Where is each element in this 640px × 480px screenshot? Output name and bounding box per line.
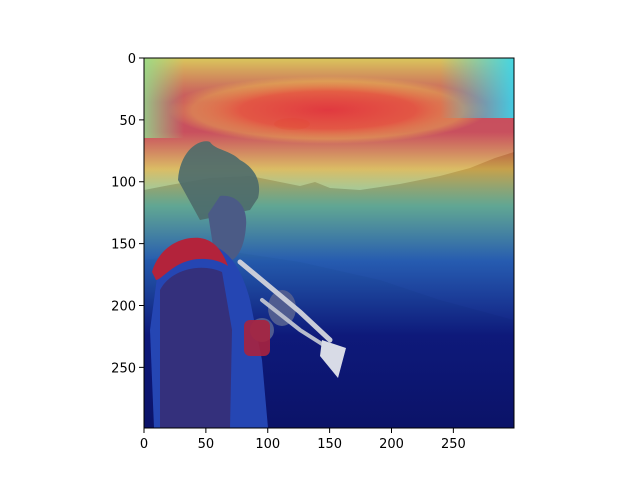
heatmap-hotspot <box>168 76 488 144</box>
y-tick-label: 150 <box>111 238 136 253</box>
hand <box>268 290 296 326</box>
face <box>208 195 247 260</box>
axes-frame <box>143 57 515 429</box>
y-tick-label: 0 <box>128 52 136 67</box>
y-tick-label: 100 <box>111 176 136 191</box>
image-plot <box>144 58 514 428</box>
trumpet <box>237 259 346 378</box>
trumpet-bell <box>320 340 346 378</box>
x-axis: 0 50 100 150 200 250 <box>140 428 466 452</box>
y-tick-label: 50 <box>119 114 136 129</box>
jacket-panel <box>160 267 232 428</box>
x-tick-label: 0 <box>140 437 148 452</box>
hood <box>152 237 228 280</box>
x-tick-label: 100 <box>255 437 280 452</box>
x-tick-label: 200 <box>379 437 404 452</box>
y-tick-label: 250 <box>111 361 136 376</box>
x-tick-label: 150 <box>317 437 342 452</box>
musician <box>150 141 296 428</box>
y-axis: 0 50 100 150 200 250 <box>111 52 144 376</box>
x-tick-label: 250 <box>441 437 466 452</box>
hair <box>178 141 260 220</box>
y-tick-label: 200 <box>111 299 136 314</box>
x-tick-label: 50 <box>198 437 215 452</box>
